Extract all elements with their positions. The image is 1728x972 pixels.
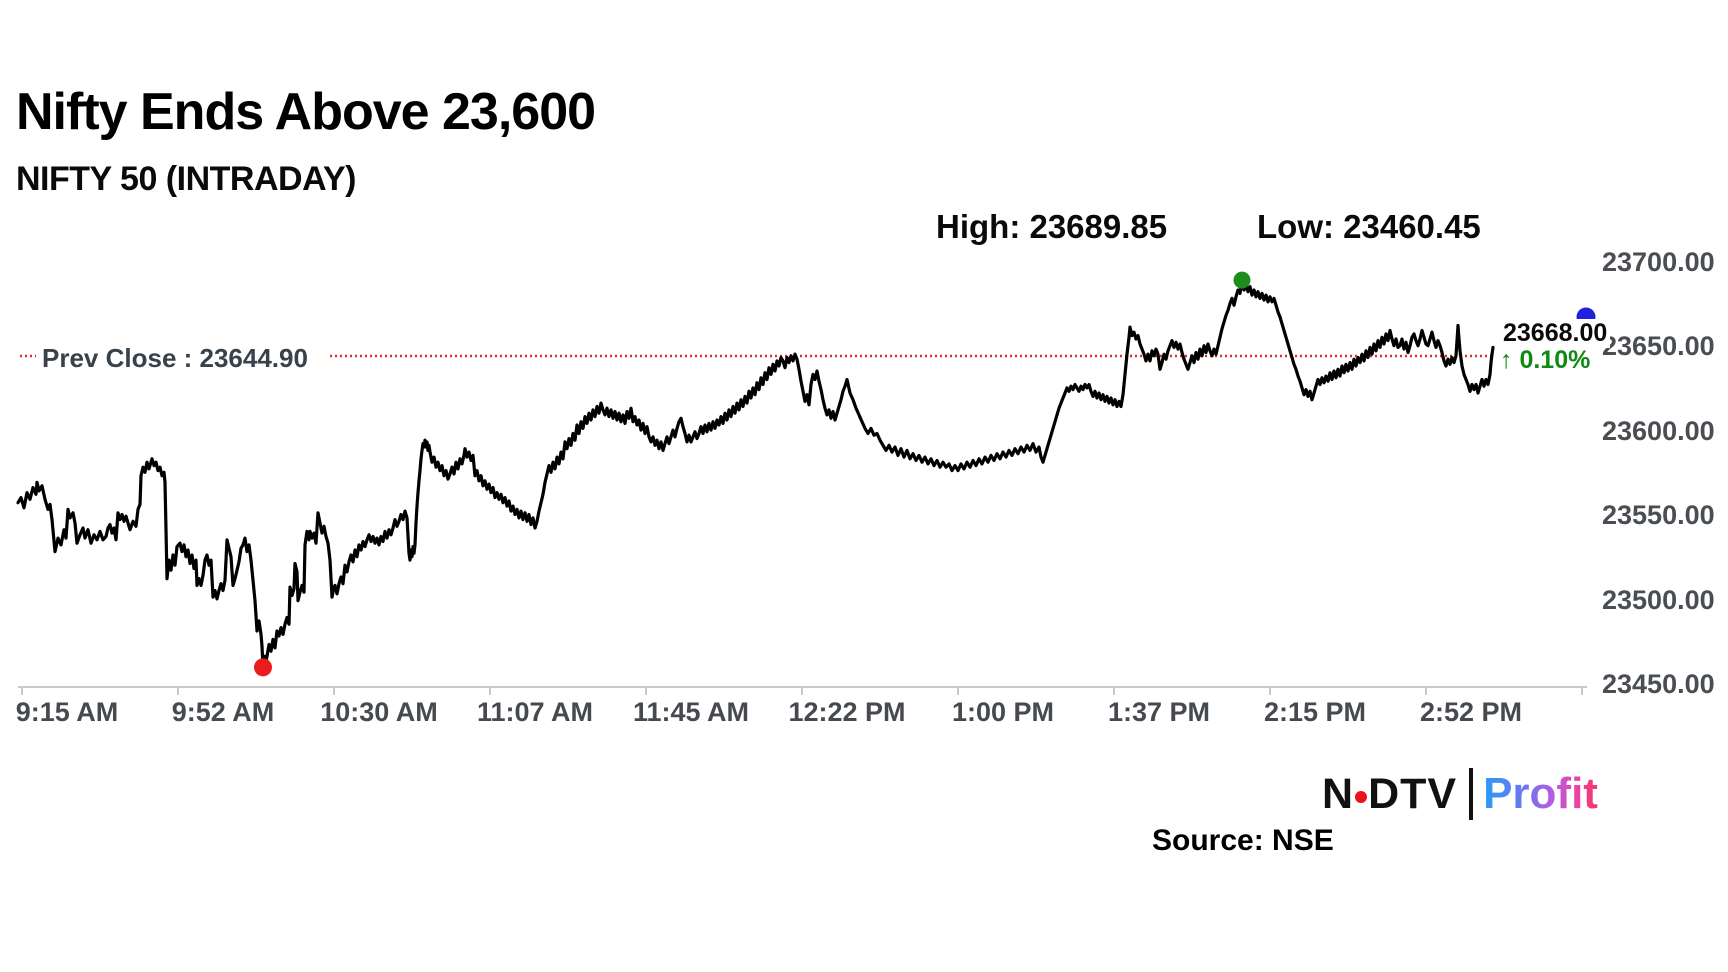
x-axis-label: 9:15 AM	[15, 697, 119, 727]
y-axis-label: 23550.00	[1602, 500, 1715, 531]
y-axis-label: 23650.00	[1602, 331, 1715, 362]
y-axis-label: 23600.00	[1602, 415, 1715, 446]
low-value-label: Low: 23460.45	[1257, 208, 1481, 245]
x-axis-label: 2:15 PM	[1263, 697, 1367, 727]
ndtv-wordmark: N DTV	[1322, 770, 1457, 819]
x-axis-label: 12:22 PM	[788, 697, 906, 727]
ndtv-letters-dtv: DTV	[1368, 769, 1458, 818]
prev-close-label: Prev Close : 23644.90	[42, 343, 308, 373]
ndtv-letter-n: N	[1322, 769, 1355, 818]
low-marker-dot	[254, 658, 272, 677]
last-change-label: ↑ 0.10%	[1500, 346, 1591, 374]
ndtv-red-dot-icon	[1355, 791, 1368, 803]
ndtv-profit-logo: N DTV Profit	[1322, 768, 1598, 820]
logo-divider-bar	[1469, 768, 1474, 820]
x-axis-label: 1:00 PM	[951, 697, 1055, 727]
high-marker-dot	[1233, 271, 1251, 289]
x-axis-label: 10:30 AM	[320, 697, 438, 727]
y-axis-label: 23700.00	[1602, 247, 1715, 277]
x-axis-label: 9:52 AM	[171, 697, 275, 727]
page-subtitle: NIFTY 50 (INTRADAY)	[16, 160, 357, 198]
price-line	[16, 278, 1495, 669]
last-price-label: 23668.00	[1500, 319, 1611, 348]
source-attribution: Source: NSE	[1152, 824, 1334, 857]
profit-wordmark: Profit	[1483, 769, 1598, 818]
x-axis-label: 2:52 PM	[1419, 697, 1523, 727]
x-axis-label: 11:07 AM	[476, 697, 594, 727]
high-value-label: High: 23689.85	[936, 208, 1168, 245]
x-axis-label: 11:45 AM	[632, 697, 750, 727]
page-title: Nifty Ends Above 23,600	[16, 83, 596, 141]
y-axis-label: 23500.00	[1602, 584, 1715, 615]
x-axis-label: 1:37 PM	[1107, 697, 1211, 727]
y-axis-label: 23450.00	[1602, 669, 1715, 699]
